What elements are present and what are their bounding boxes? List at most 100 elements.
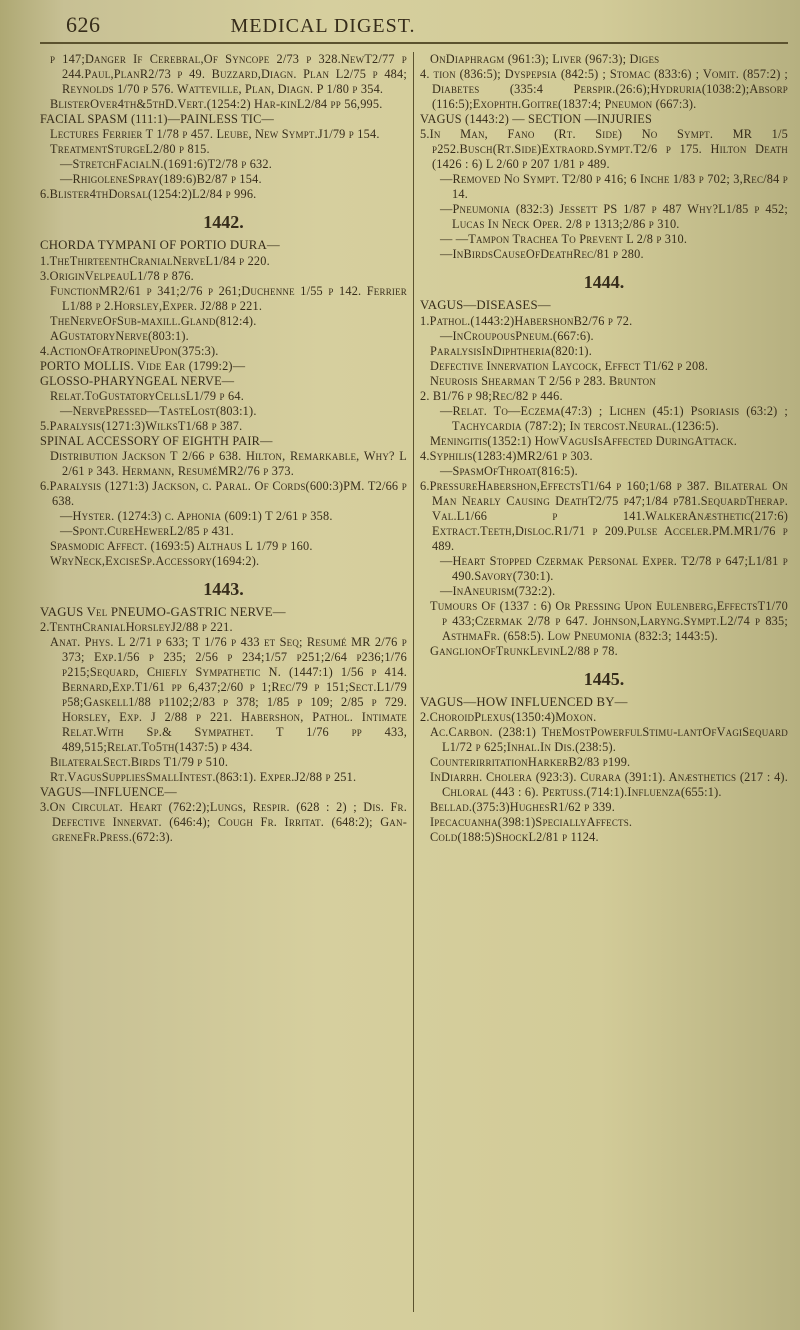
text: SPINAL ACCESSORY OF EIGHTH PAIR— [40, 434, 273, 448]
text: CounterirritationHarkerB2/83 p199. [430, 755, 630, 769]
text: TheNerveOfSub-maxill.Gland(812:4). [50, 314, 257, 328]
body-line: —InAneurism(732:2). [420, 584, 788, 599]
body-line: 4.Syphilis(1283:4)MR2/61 p 303. [420, 449, 788, 464]
body-line: 3.OriginVelpeauL1/78 p 876. [40, 269, 407, 284]
body-line: —RhigoleneSpray(189:6)B2/87 p 154. [40, 172, 407, 187]
body-line: BlisterOver4th&5thD.Vert.(1254:2) Har-ki… [40, 97, 407, 112]
text: 1443. [203, 579, 244, 599]
page: 626 MEDICAL DIGEST. p 147;Danger If Cere… [0, 0, 800, 1330]
text: VAGUS—HOW INFLUENCED BY— [420, 695, 628, 709]
body-line: OnDiaphragm (961:3); Liver (967:3); Dige… [420, 52, 788, 67]
body-line: —NervePressed—TasteLost(803:1). [40, 404, 407, 419]
body-line: Defective Innervation Laycock, Effect T1… [420, 359, 788, 374]
body-line: FunctionMR2/61 p 341;2/76 p 261;Duchenne… [40, 284, 407, 314]
text: 5.Paralysis(1271:3)WilksT1/68 p 387. [40, 419, 242, 433]
body-line: 2. B1/76 p 98;Rec/82 p 446. [420, 389, 788, 404]
text: —InBirdsCauseOfDeathRec/81 p 280. [440, 247, 644, 261]
text: CHORDA TYMPANI OF PORTIO DURA— [40, 238, 280, 252]
section-heading: CHORDA TYMPANI OF PORTIO DURA— [40, 238, 407, 254]
body-line: —SpasmOfThroat(816:5). [420, 464, 788, 479]
text: BilateralSect.Birds T1/79 p 510. [50, 755, 228, 769]
text: Anat. Phys. L 2/71 p 633; T 1/76 p 433 e… [50, 635, 407, 754]
text: —Relat. To—Eczema(47:3) ; Lichen (45:1) … [440, 404, 788, 433]
section-number: 1445. [420, 669, 788, 691]
text: VAGUS Vel PNEUMO-GASTRIC NERVE— [40, 605, 286, 619]
body-line: Relat.ToGustatoryCellsL1/79 p 64. [40, 389, 407, 404]
body-line: 1.Pathol.(1443:2)HabershonB2/76 p 72. [420, 314, 788, 329]
body-line: 5.Paralysis(1271:3)WilksT1/68 p 387. [40, 419, 407, 434]
text: Meningitis(1352:1) HowVagusIsAffected Du… [430, 434, 737, 448]
page-number: 626 [66, 12, 101, 38]
body-line: Anat. Phys. L 2/71 p 633; T 1/76 p 433 e… [40, 635, 407, 755]
text: Ac.Carbon. (238:1) TheMostPowerfulStimu-… [430, 725, 788, 754]
text: FACIAL SPASM (111:1)—PAINLESS TIC— [40, 112, 274, 126]
body-line: —Relat. To—Eczema(47:3) ; Lichen (45:1) … [420, 404, 788, 434]
text: 6.Blister4thDorsal(1254:2)L2/84 p 996. [40, 187, 256, 201]
section-heading: VAGUS Vel PNEUMO-GASTRIC NERVE— [40, 605, 407, 621]
text: 2.ChoroidPlexus(1350:4)Moxon. [420, 710, 596, 724]
text: Neurosis Shearman T 2/56 p 283. Brunton [430, 374, 656, 388]
text: 1.TheThirteenthCranialNerveL1/84 p 220. [40, 254, 270, 268]
body-line: TreatmentSturgeL2/80 p 815. [40, 142, 407, 157]
text: FunctionMR2/61 p 341;2/76 p 261;Duchenne… [50, 284, 407, 313]
body-line: TheNerveOfSub-maxill.Gland(812:4). [40, 314, 407, 329]
text: PORTO MOLLIS. Vide Ear (1799:2)— [40, 359, 245, 373]
text: VAGUS—INFLUENCE— [40, 785, 177, 799]
body-line: 3.On Circulat. Heart (762:2);Lungs, Resp… [40, 800, 407, 845]
section-heading: VAGUS—DISEASES— [420, 298, 788, 314]
body-line: GLOSSO-PHARYNGEAL NERVE— [40, 374, 407, 389]
text: 1.Pathol.(1443:2)HabershonB2/76 p 72. [420, 314, 632, 328]
text: —InCroupousPneum.(667:6). [440, 329, 594, 343]
text: —InAneurism(732:2). [440, 584, 555, 598]
text: 4.ActionOfAtropineUpon(375:3). [40, 344, 219, 358]
page-header: 626 MEDICAL DIGEST. [40, 12, 788, 44]
text: —RhigoleneSpray(189:6)B2/87 p 154. [60, 172, 262, 186]
text: 4.Syphilis(1283:4)MR2/61 p 303. [420, 449, 593, 463]
text: — —Tampon Trachea To Prevent L 2/8 p 310… [440, 232, 687, 246]
text: Cold(188:5)ShockL2/81 p 1124. [430, 830, 599, 844]
body-line: SPINAL ACCESSORY OF EIGHTH PAIR— [40, 434, 407, 449]
body-line: InDiarrh. Cholera (923:3). Curara (391:1… [420, 770, 788, 800]
body-line: —Removed No Sympt. T2/80 p 416; 6 Inche … [420, 172, 788, 202]
text: 6.PressureHabershon,EffectsT1/64 p 160;1… [420, 479, 788, 553]
text: GanglionOfTrunkLevinL2/88 p 78. [430, 644, 618, 658]
text: 1445. [584, 669, 625, 689]
body-line: BilateralSect.Birds T1/79 p 510. [40, 755, 407, 770]
body-line: Ac.Carbon. (238:1) TheMostPowerfulStimu-… [420, 725, 788, 755]
text: VAGUS (1443:2) — SECTION —INJURIES [420, 112, 652, 126]
text: 3.OriginVelpeauL1/78 p 876. [40, 269, 194, 283]
left-column: p 147;Danger If Cerebral,Of Syncope 2/73… [40, 52, 414, 1312]
text: Rt.VagusSuppliesSmallIntest.(863:1). Exp… [50, 770, 356, 784]
body-line: Distribution Jackson T 2/66 p 638. Hilto… [40, 449, 407, 479]
text: —Heart Stopped Czermak Personal Exper. T… [440, 554, 788, 583]
text: Tumours Of (1337 : 6) Or Pressing Upon E… [430, 599, 788, 643]
body-line: VAGUS—INFLUENCE— [40, 785, 407, 800]
text: 3.On Circulat. Heart (762:2);Lungs, Resp… [40, 800, 407, 844]
body-line: 5.In Man, Fano (Rt. Side) No Sympt. MR 1… [420, 127, 788, 172]
text: Spasmodic Affect. (1693:5) Althaus L 1/7… [50, 539, 313, 553]
text: Distribution Jackson T 2/66 p 638. Hilto… [50, 449, 407, 478]
body-line: Ipecacuanha(398:1)SpeciallyAffects. [420, 815, 788, 830]
body-line: VAGUS (1443:2) — SECTION —INJURIES [420, 112, 788, 127]
text: Ipecacuanha(398:1)SpeciallyAffects. [430, 815, 632, 829]
body-line: —Pneumonia (832:3) Jessett PS 1/87 p 487… [420, 202, 788, 232]
body-line: Bellad.(375:3)HughesR1/62 p 339. [420, 800, 788, 815]
text: OnDiaphragm (961:3); Liver (967:3); Dige… [430, 52, 659, 66]
body-line: 4. tion (836:5); Dyspepsia (842:5) ; Sto… [420, 67, 788, 112]
body-line: Neurosis Shearman T 2/56 p 283. Brunton [420, 374, 788, 389]
text: p 147;Danger If Cerebral,Of Syncope 2/73… [50, 52, 407, 96]
text: Bellad.(375:3)HughesR1/62 p 339. [430, 800, 615, 814]
section-number: 1443. [40, 579, 407, 601]
body-line: Lectures Ferrier T 1/78 p 457. Leube, Ne… [40, 127, 407, 142]
body-line: 4.ActionOfAtropineUpon(375:3). [40, 344, 407, 359]
columns: p 147;Danger If Cerebral,Of Syncope 2/73… [40, 52, 788, 1312]
body-line: Meningitis(1352:1) HowVagusIsAffected Du… [420, 434, 788, 449]
text: Defective Innervation Laycock, Effect T1… [430, 359, 708, 373]
text: VAGUS—DISEASES— [420, 298, 551, 312]
body-line: 2.TenthCranialHorsleyJ2/88 p 221. [40, 620, 407, 635]
right-column: OnDiaphragm (961:3); Liver (967:3); Dige… [414, 52, 788, 1312]
section-number: 1442. [40, 212, 407, 234]
body-line: 6.Blister4thDorsal(1254:2)L2/84 p 996. [40, 187, 407, 202]
text: —StretchFacialN.(1691:6)T2/78 p 632. [60, 157, 272, 171]
body-line: 2.ChoroidPlexus(1350:4)Moxon. [420, 710, 788, 725]
